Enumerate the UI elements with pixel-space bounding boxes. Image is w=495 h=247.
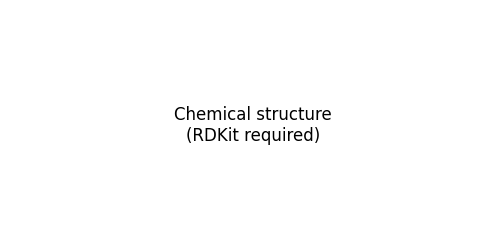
Text: Chemical structure
(RDKit required): Chemical structure (RDKit required) (174, 106, 332, 144)
